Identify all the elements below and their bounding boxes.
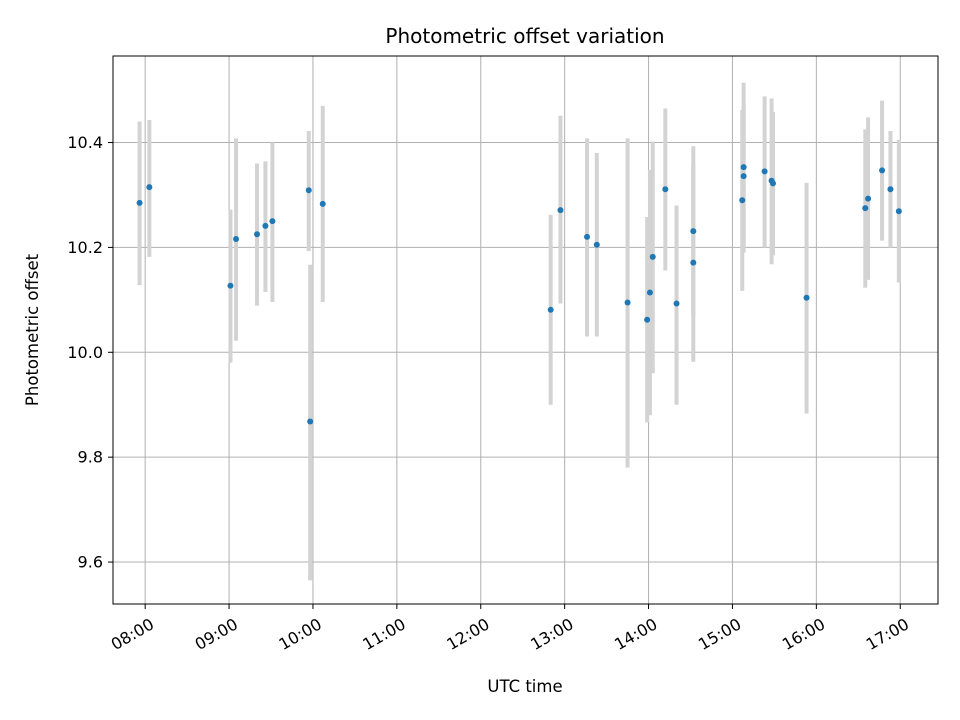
data-point: [895, 208, 902, 215]
y-tick-label: 10.2: [67, 238, 103, 257]
data-point: [739, 197, 746, 204]
data-point: [690, 228, 697, 235]
data-point: [319, 200, 326, 207]
data-point: [649, 253, 656, 260]
data-point: [269, 218, 276, 225]
data-point: [547, 306, 554, 313]
y-tick-label: 9.8: [78, 448, 103, 467]
data-point: [879, 167, 886, 174]
data-point: [584, 233, 591, 240]
y-tick-label: 10.0: [67, 343, 103, 362]
chart-title: Photometric offset variation: [385, 24, 664, 48]
data-point: [761, 168, 768, 175]
data-point: [557, 207, 564, 214]
data-point: [644, 316, 651, 323]
y-axis-ticks: 9.6 9.8 10.0 10.2 10.4: [67, 133, 113, 572]
data-point: [146, 184, 153, 191]
data-point: [862, 205, 869, 212]
data-point: [254, 231, 261, 238]
data-point: [770, 180, 776, 187]
data-point: [740, 164, 747, 171]
data-point: [262, 222, 269, 229]
data-point: [690, 259, 697, 266]
data-point: [865, 195, 872, 202]
data-point: [227, 282, 234, 289]
grid: [113, 56, 938, 604]
data-point: [305, 187, 312, 194]
y-tick-label: 10.4: [67, 133, 103, 152]
data-point: [803, 294, 810, 301]
data-point: [624, 299, 631, 306]
data-point: [662, 186, 669, 193]
data-point: [887, 186, 894, 193]
y-tick-label: 9.6: [78, 553, 103, 572]
data-point: [646, 289, 653, 296]
x-axis-label: UTC time: [487, 677, 562, 696]
data-point: [136, 199, 143, 206]
data-point: [307, 418, 314, 425]
plot-frame: [112, 55, 939, 605]
data-point: [673, 300, 680, 307]
data-points: [136, 164, 902, 425]
data-point: [233, 236, 240, 243]
y-axis-label: Photometric offset: [23, 253, 42, 406]
data-point: [740, 173, 747, 180]
data-point: [593, 241, 600, 248]
